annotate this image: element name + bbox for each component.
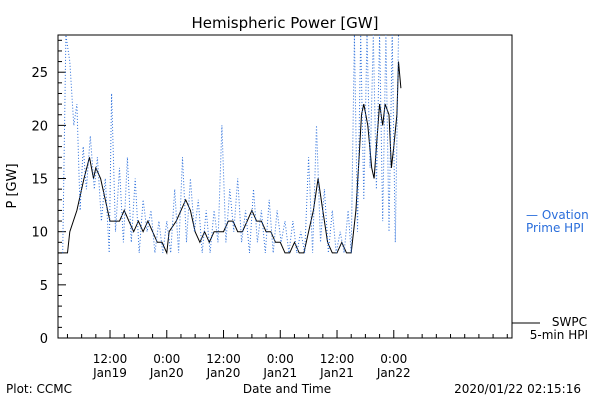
plot-frame [57, 34, 513, 339]
x-axis: 12:00Jan190:00Jan2012:00Jan200:00Jan2112… [66, 330, 508, 380]
x-tick-time-label: 0:00 [153, 352, 180, 366]
x-tick-time-label: 12:00 [320, 352, 355, 366]
y-tick-label: 25 [31, 66, 48, 81]
y-axis: 0 5 10 15 20 25 [31, 39, 66, 347]
y-tick-label: 10 [31, 226, 48, 241]
series-layer [58, 34, 402, 255]
legend-ovation-line1: — Ovation [526, 208, 589, 222]
legend-swpc-line2: 5-min HPI [530, 328, 588, 342]
y-axis-label: P [GW] [5, 163, 20, 208]
legend-swpc: SWPC 5-min HPI [512, 315, 588, 342]
legend-ovation-line2: Prime HPI [526, 221, 584, 235]
ovation-series-line [62, 34, 399, 253]
y-tick-label: 5 [40, 279, 48, 294]
x-tick-time-label: 0:00 [380, 352, 407, 366]
footer-timestamp: 2020/01/22 02:15:16 [454, 382, 581, 396]
y-tick-label: 20 [31, 119, 48, 134]
legend-ovation: — Ovation Prime HPI [526, 208, 589, 235]
x-tick-date-label: Jan22 [376, 366, 411, 380]
x-tick-time-label: 12:00 [93, 352, 128, 366]
y-tick-label: 0 [40, 332, 48, 347]
x-tick-date-label: Jan20 [149, 366, 184, 380]
y-tick-label: 15 [31, 173, 48, 188]
x-axis-label: Date and Time [243, 382, 331, 396]
x-tick-time-label: 12:00 [206, 352, 241, 366]
x-tick-date-label: Jan19 [92, 366, 127, 380]
x-tick-date-label: Jan21 [319, 366, 354, 380]
x-tick-time-label: 0:00 [267, 352, 294, 366]
chart-title: Hemispheric Power [GW] [192, 14, 379, 32]
legend-swpc-line1: SWPC [552, 315, 587, 329]
x-tick-date-label: Jan20 [206, 366, 241, 380]
footer-credit: Plot: CCMC [6, 382, 72, 396]
x-tick-date-label: Jan21 [262, 366, 297, 380]
